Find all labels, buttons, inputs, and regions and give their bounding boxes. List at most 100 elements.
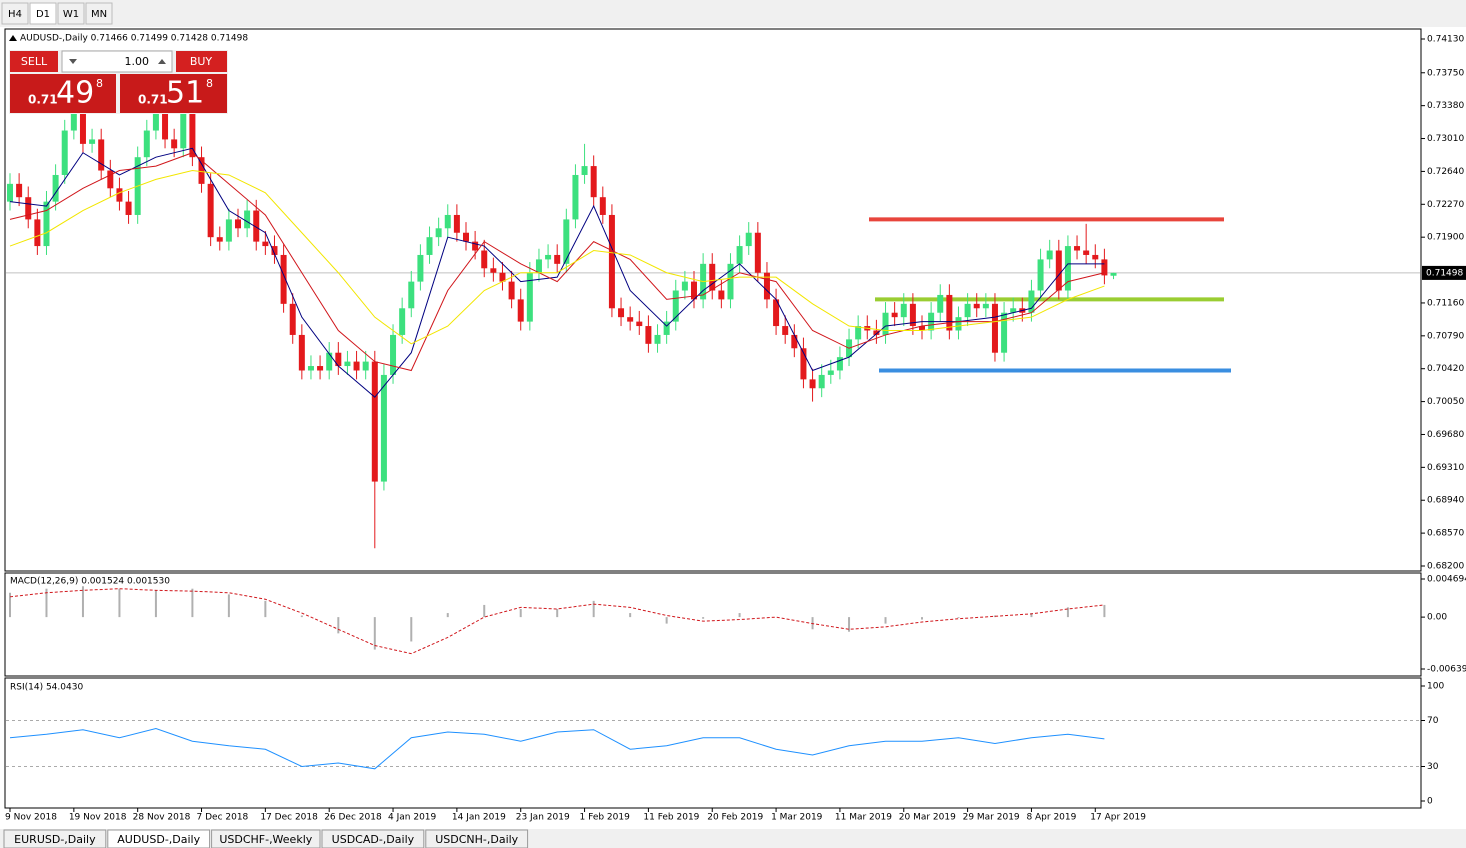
candle-body bbox=[490, 268, 497, 273]
candle-body bbox=[608, 214, 615, 309]
candle-body bbox=[162, 112, 169, 140]
lot-input[interactable] bbox=[61, 50, 173, 73]
candle-body bbox=[143, 130, 150, 158]
lot-up[interactable] bbox=[158, 59, 166, 64]
candle-body bbox=[791, 334, 798, 349]
candle-body bbox=[691, 281, 697, 300]
candle-body bbox=[244, 210, 251, 229]
candle-body bbox=[25, 197, 32, 220]
candle-body bbox=[827, 370, 834, 375]
candle-body bbox=[189, 112, 196, 158]
rsi-y-tick-label: 100 bbox=[1427, 682, 1444, 692]
macd-y-tick-label: 0.00 bbox=[1427, 613, 1447, 623]
macd-y-tick-label: -0.00639 bbox=[1427, 665, 1466, 675]
timeframe-button[interactable] bbox=[57, 2, 85, 25]
candle-body bbox=[563, 219, 570, 264]
candle-body bbox=[946, 294, 953, 331]
collapse-icon[interactable] bbox=[9, 35, 17, 41]
candle-body bbox=[599, 197, 606, 215]
candle-body bbox=[1055, 250, 1062, 291]
candle-body bbox=[1101, 259, 1108, 276]
candle-body bbox=[61, 130, 68, 175]
candle-body bbox=[216, 237, 223, 242]
macd-y-tick-label: 0.004694 bbox=[1427, 575, 1466, 585]
y-tick-label: 0.74130 bbox=[1427, 35, 1464, 45]
moving-average bbox=[9, 152, 1105, 372]
chart-tab-label: USDCHF-,Weekly bbox=[219, 833, 312, 846]
candle-body bbox=[836, 357, 843, 371]
candle-body bbox=[736, 246, 743, 264]
candle-body bbox=[307, 366, 314, 371]
timeframe-button[interactable] bbox=[85, 2, 113, 25]
sell-button[interactable] bbox=[10, 51, 58, 72]
candle-body bbox=[855, 326, 862, 340]
candle-body bbox=[517, 299, 524, 322]
candle-body bbox=[399, 308, 406, 335]
candle-body bbox=[526, 272, 533, 322]
chart-tab[interactable] bbox=[425, 829, 529, 848]
chart-tab[interactable] bbox=[107, 829, 211, 848]
y-tick-label: 0.68940 bbox=[1427, 496, 1464, 506]
candle-body bbox=[280, 254, 287, 304]
candle-body bbox=[891, 312, 898, 318]
candle-body bbox=[964, 303, 971, 318]
ask-big: 0.71 bbox=[138, 93, 168, 107]
candle-body bbox=[326, 352, 333, 371]
bid-box[interactable] bbox=[10, 74, 116, 113]
y-tick-label: 0.73750 bbox=[1427, 68, 1464, 78]
candle-body bbox=[1092, 254, 1099, 260]
candle-body bbox=[754, 232, 761, 273]
candle-body bbox=[618, 308, 625, 318]
candle-body bbox=[545, 254, 552, 260]
ask-box[interactable] bbox=[120, 74, 227, 113]
timeframe-label: MN bbox=[91, 9, 107, 20]
x-tick-label: 29 Mar 2019 bbox=[963, 813, 1020, 823]
x-tick-label: 19 Nov 2018 bbox=[69, 813, 127, 823]
chart-tab-label: USDCAD-,Daily bbox=[332, 833, 415, 846]
buy-button[interactable] bbox=[176, 51, 227, 72]
candle-body bbox=[444, 214, 451, 229]
y-tick-label: 0.73380 bbox=[1427, 101, 1464, 111]
candle-body bbox=[481, 250, 488, 269]
x-tick-label: 7 Dec 2018 bbox=[197, 813, 249, 823]
candle-body bbox=[882, 312, 889, 335]
candle-body bbox=[672, 290, 679, 322]
chart-tab-label: AUDUSD-,Daily bbox=[117, 833, 200, 846]
candle-body bbox=[645, 326, 652, 344]
candle-body bbox=[107, 170, 114, 189]
x-tick-label: 26 Dec 2018 bbox=[324, 813, 382, 823]
candle-body bbox=[1110, 272, 1117, 276]
candle-body bbox=[335, 352, 342, 367]
candle-body bbox=[745, 232, 752, 247]
ask-pips: 51 bbox=[166, 76, 204, 111]
chart-tab[interactable] bbox=[3, 829, 107, 848]
candle-body bbox=[180, 112, 187, 149]
candle-body bbox=[763, 272, 770, 300]
candle-body bbox=[79, 112, 86, 144]
chart-tab[interactable] bbox=[321, 829, 425, 848]
candle-body bbox=[499, 272, 506, 282]
bid-frac: 8 bbox=[96, 77, 103, 90]
macd-signal bbox=[9, 588, 1105, 655]
candle-body bbox=[362, 361, 369, 371]
x-tick-label: 9 Nov 2018 bbox=[5, 813, 57, 823]
candle-body bbox=[7, 183, 13, 202]
x-tick-label: 20 Feb 2019 bbox=[707, 813, 763, 823]
candle-body bbox=[991, 303, 998, 353]
rsi-y-tick-label: 0 bbox=[1427, 797, 1433, 807]
candle-body bbox=[909, 303, 916, 327]
timeframe-button[interactable] bbox=[29, 2, 57, 25]
candle-body bbox=[508, 281, 515, 300]
candle-body bbox=[426, 237, 433, 255]
timeframe-button[interactable] bbox=[1, 2, 29, 25]
y-tick-label: 0.73010 bbox=[1427, 134, 1464, 144]
candle-body bbox=[225, 219, 232, 242]
lot-down[interactable] bbox=[69, 59, 77, 64]
candle-body bbox=[380, 374, 387, 482]
candle-body bbox=[152, 112, 159, 131]
chart-tab[interactable] bbox=[211, 829, 321, 848]
candle-body bbox=[809, 379, 816, 389]
candle-body bbox=[718, 290, 725, 300]
y-tick-label: 0.72270 bbox=[1427, 200, 1464, 210]
